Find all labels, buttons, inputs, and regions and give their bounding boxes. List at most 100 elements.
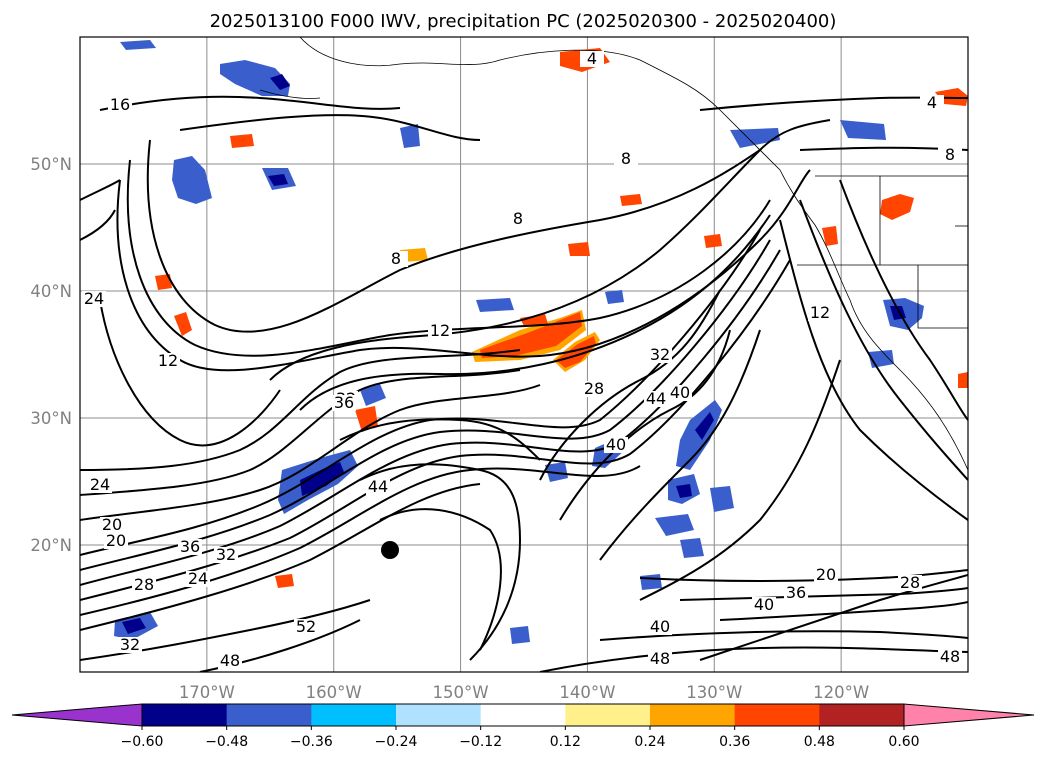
contour-label: 4 xyxy=(587,49,597,68)
contour-label-bg xyxy=(648,651,672,667)
x-axis: 170°W 160°W 150°W 140°W 130°W 120°W xyxy=(179,683,869,702)
contour-label-bg xyxy=(808,305,832,321)
colorbar-extend-low xyxy=(11,703,143,727)
colorbar-tick-label: 0.12 xyxy=(550,734,581,750)
colorbar-tick-label: −0.36 xyxy=(290,734,333,750)
contour-label-bg xyxy=(156,353,180,369)
contour-label: 16 xyxy=(110,95,130,114)
contour-label: 28 xyxy=(134,575,154,594)
y-tick-label: 20°N xyxy=(30,536,72,555)
contour-label-bg xyxy=(178,539,202,555)
colorbar-segment xyxy=(650,704,736,726)
contour-label: 32 xyxy=(650,345,670,364)
chart-title: 2025013100 F000 IWV, precipitation PC (2… xyxy=(210,11,837,32)
contour-label-bg xyxy=(938,649,962,665)
colorbar-segment xyxy=(311,704,397,726)
contour-label-bg xyxy=(814,567,838,583)
contour-label-bg xyxy=(132,577,156,593)
contour-label-bg xyxy=(366,479,390,495)
colorbar-frame xyxy=(141,703,905,727)
contour-label: 24 xyxy=(188,569,208,588)
colorbar-segment xyxy=(396,704,482,726)
contour-label: 8 xyxy=(513,209,523,228)
contour-label-bg xyxy=(108,97,132,113)
x-tick-label: 120°W xyxy=(813,683,869,702)
contour-label: 12 xyxy=(430,321,450,340)
contour-label: 8 xyxy=(945,145,955,164)
contour-label-bg xyxy=(294,619,318,635)
contour-label-bg xyxy=(644,391,668,407)
contour-label: 48 xyxy=(650,649,670,668)
contour-label-bg xyxy=(784,585,808,601)
y-axis: 50°N 40°N 30°N 20°N xyxy=(30,155,72,555)
contour-label: 36 xyxy=(334,393,354,412)
colorbar-tick-label: −0.12 xyxy=(459,734,502,750)
colorbar-segment xyxy=(734,704,820,726)
contour-label: 40 xyxy=(606,435,626,454)
contour-label: 48 xyxy=(220,651,240,670)
colorbar-segment xyxy=(142,704,228,726)
colorbar-extend-high xyxy=(903,703,1035,727)
coastlines xyxy=(259,37,968,559)
y-tick-label: 50°N xyxy=(30,155,72,174)
contour-label: 36 xyxy=(180,537,200,556)
contour-label: 32 xyxy=(216,545,236,564)
map-frame xyxy=(79,36,969,673)
contour-label: 24 xyxy=(90,475,110,494)
contour-label-bg xyxy=(604,437,628,453)
x-tick-label: 150°W xyxy=(433,683,489,702)
contour-label: 44 xyxy=(646,389,666,408)
contour-label-bg xyxy=(648,347,672,363)
contour-label: 12 xyxy=(810,303,830,322)
colorbar-tick-label: −0.60 xyxy=(121,734,164,750)
contour-label-bg xyxy=(920,95,944,111)
contour-label-bg xyxy=(668,385,692,401)
colorbar-tick-label: 0.60 xyxy=(888,734,919,750)
contour-label-bg xyxy=(384,251,408,267)
contour-label-bg xyxy=(82,291,106,307)
contour-label: 44 xyxy=(368,477,388,496)
y-tick-label: 30°N xyxy=(30,409,72,428)
colorbar-segment xyxy=(565,704,651,726)
contour-label: 36 xyxy=(786,583,806,602)
contour-label: 8 xyxy=(621,149,631,168)
contour-label-bg xyxy=(88,477,112,493)
contour-label: 40 xyxy=(670,383,690,402)
contour-label-bg xyxy=(648,619,672,635)
contour-label-bg xyxy=(506,211,530,227)
contour-label: 20 xyxy=(816,565,836,584)
colorbar-segment xyxy=(226,704,312,726)
x-tick-label: 140°W xyxy=(559,683,615,702)
colorbar: −0.60 −0.48 −0.36 −0.24 −0.12 0.12 0.24 0.36 0.4… xyxy=(11,703,1035,750)
contour-label-bg xyxy=(582,381,606,397)
contour-label: 40 xyxy=(754,595,774,614)
contour-label: 24 xyxy=(84,289,104,308)
colorbar-segment xyxy=(480,704,566,726)
colorbar-tick-label: 0.24 xyxy=(634,734,665,750)
colorbar-segment xyxy=(819,704,905,726)
iwv-contours xyxy=(80,95,968,672)
contour-label-bg xyxy=(428,323,452,339)
contour-label-bg xyxy=(100,517,124,533)
colorbar-tick-label: 0.48 xyxy=(804,734,835,750)
contour-label-bg xyxy=(118,637,142,653)
contour-label: 4 xyxy=(927,93,937,112)
contour-label-bg xyxy=(580,51,604,67)
contour-label: 20 xyxy=(106,531,126,550)
contour-label-bg xyxy=(938,147,962,163)
contour-label-bg xyxy=(614,151,638,167)
y-tick-label: 40°N xyxy=(30,282,72,301)
x-tick-label: 170°W xyxy=(179,683,235,702)
colorbar-tick-label: 0.36 xyxy=(719,734,750,750)
contour-label: 32 xyxy=(120,635,140,654)
contour-label: 48 xyxy=(940,647,960,666)
contour-labels: 4488881212121620202024242428282832323232… xyxy=(82,49,962,670)
contour-label-bg xyxy=(104,533,128,549)
contour-label: 28 xyxy=(584,379,604,398)
contour-label: 12 xyxy=(158,351,178,370)
contour-label-bg xyxy=(218,653,242,669)
contour-label-bg xyxy=(332,395,356,411)
contour-label-bg xyxy=(186,571,210,587)
colorbar-tick-label: −0.24 xyxy=(375,734,418,750)
